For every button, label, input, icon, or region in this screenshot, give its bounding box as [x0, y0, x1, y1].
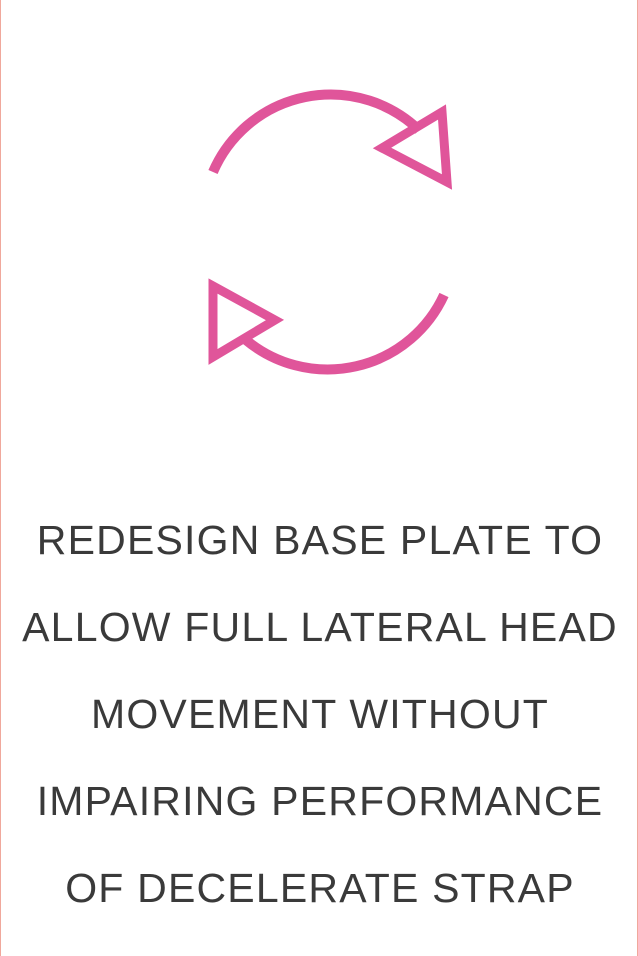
upper-arc: [208, 89, 423, 174]
caption-line: MOVEMENT WITHOUT: [90, 691, 550, 737]
icon-area: [1, 0, 638, 420]
caption: REDESIGN BASE PLATE TO ALLOW FULL LATERA…: [1, 497, 638, 932]
refresh-cycle-icon: [208, 89, 453, 375]
lower-arc: [242, 292, 449, 375]
caption-line: REDESIGN BASE PLATE TO: [36, 517, 604, 563]
caption-line: IMPAIRING PERFORMANCE: [36, 778, 604, 824]
upper-arrowhead: [372, 104, 453, 190]
caption-line: ALLOW FULL LATERAL HEAD: [22, 604, 618, 650]
caption-line: OF DECELERATE STRAP: [65, 865, 575, 911]
lower-arrowhead: [208, 278, 285, 365]
